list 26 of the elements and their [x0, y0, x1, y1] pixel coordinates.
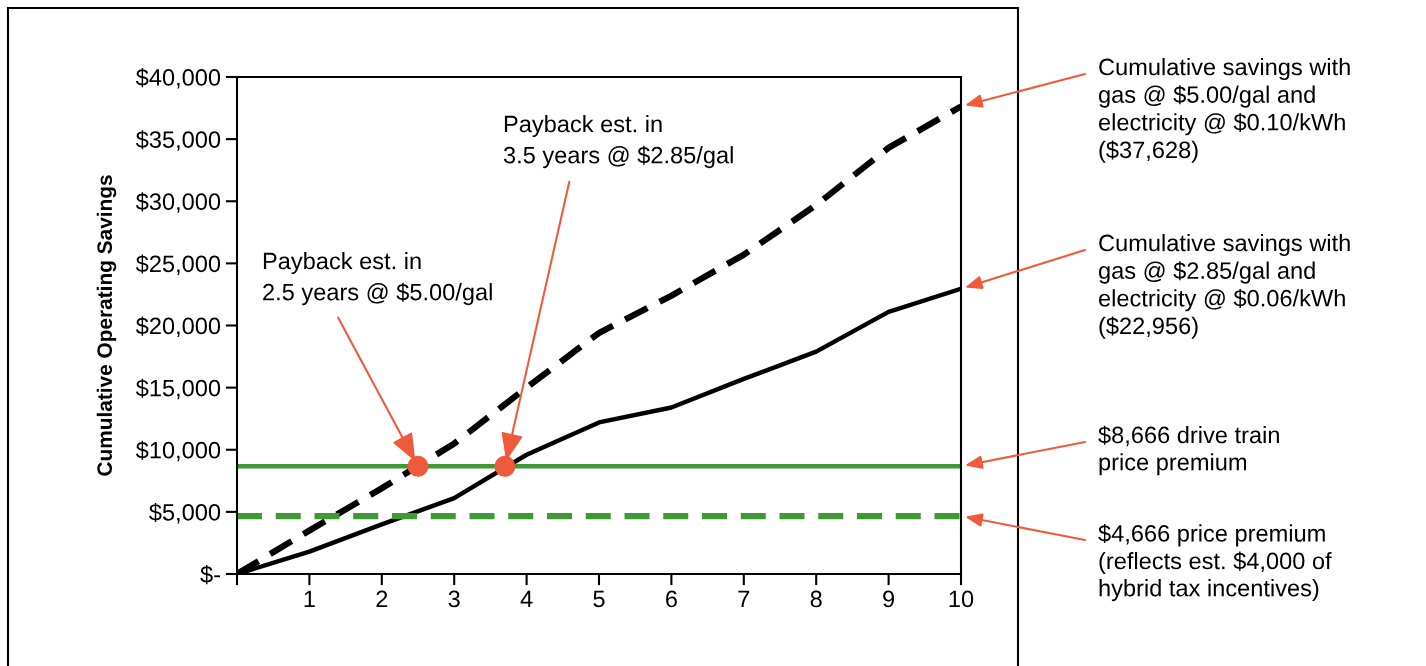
y-tick-label: $20,000 [135, 316, 221, 338]
y-tick-label: $10,000 [135, 440, 221, 462]
annotation: Cumulative savings with gas @ $5.00/gal and electricity @ $0.10/kWh ($37,628) [1098, 58, 1350, 163]
y-tick-label: $- [200, 565, 220, 585]
x-tick-label: 10 [949, 590, 974, 608]
annotation: $8,666 drive train price premium [1098, 425, 1279, 476]
annotation: Payback est. in 2.5 years @ $5.00/gal [263, 252, 492, 306]
x-tick-label: 5 [593, 590, 605, 608]
y-axis-title: Cumulative Operating Savings [96, 175, 117, 476]
x-tick-label: 6 [666, 590, 677, 608]
x-tick-label: 1 [304, 590, 315, 608]
y-tick-label: $5,000 [149, 502, 221, 524]
annotation: Cumulative savings with gas @ $2.85/gal and electricity @ $0.06/kWh ($22,956) [1098, 234, 1350, 339]
x-tick-label: 2 [376, 590, 388, 608]
y-tick-label: $25,000 [135, 254, 221, 275]
x-tick-label: 9 [883, 590, 895, 608]
x-tick-label: 8 [810, 590, 822, 608]
y-tick-label: $15,000 [135, 378, 221, 400]
x-tick-label: 7 [738, 590, 750, 608]
y-tick-label: $30,000 [135, 192, 221, 213]
annotation: $4,666 price premium (reflects est. $4,000 of hybrid tax incentives) [1098, 524, 1332, 602]
y-tick-label: $40,000 [135, 68, 221, 89]
y-tick-label: $35,000 [135, 130, 221, 151]
annotation: Payback est. in 3.5 years @ $2.85/gal [503, 115, 733, 169]
x-tick-label: 3 [448, 590, 460, 608]
x-tick-label: 4 [520, 590, 533, 608]
